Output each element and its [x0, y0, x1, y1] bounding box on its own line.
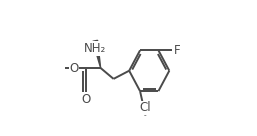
Text: O: O — [81, 93, 90, 106]
Text: F: F — [173, 44, 180, 57]
Polygon shape — [93, 40, 101, 68]
Text: Cl: Cl — [140, 101, 151, 114]
Text: NH₂: NH₂ — [84, 42, 106, 55]
Text: O: O — [69, 61, 79, 75]
